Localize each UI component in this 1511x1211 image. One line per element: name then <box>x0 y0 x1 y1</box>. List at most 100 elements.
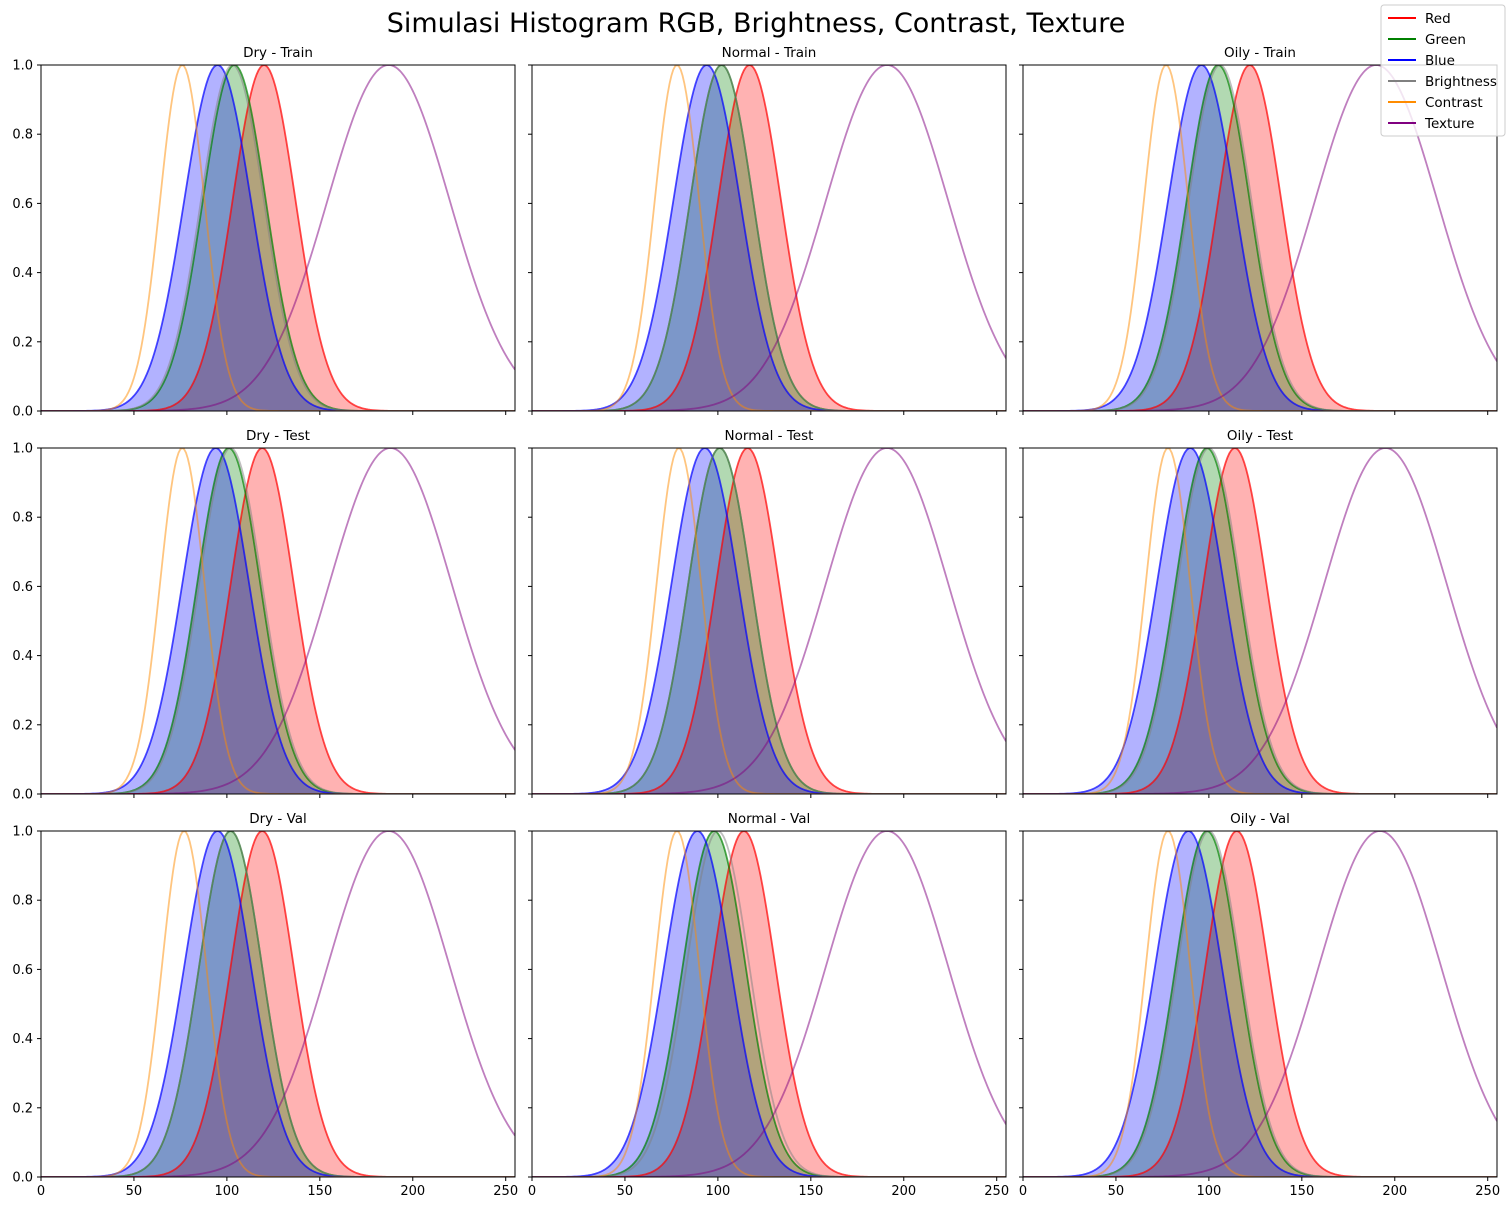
fill-green <box>1023 65 1497 411</box>
y-tick-label: 0.0 <box>12 1171 33 1186</box>
panel-title: Normal - Test <box>725 428 814 444</box>
fill-red <box>532 65 1006 411</box>
fill-green <box>532 448 1006 794</box>
y-tick-label: 0.2 <box>12 1101 33 1116</box>
panel-title: Dry - Val <box>249 811 307 827</box>
axes-frame <box>1022 830 1498 1178</box>
line-blue <box>1023 448 1497 794</box>
line-blue <box>532 831 1006 1177</box>
x-tick-label: 100 <box>214 1184 239 1199</box>
x-tick-label: 100 <box>1196 1184 1221 1199</box>
y-tick-label: 0.6 <box>12 197 33 212</box>
y-tick-label: 0.0 <box>12 405 33 420</box>
fill-green <box>1023 831 1497 1177</box>
fill-red <box>41 65 515 411</box>
fill-red <box>41 831 515 1177</box>
line-blue <box>41 448 515 794</box>
panel-title: Oily - Test <box>1227 428 1293 444</box>
y-tick-label: 0.8 <box>12 128 33 143</box>
x-tick-label: 150 <box>798 1184 823 1199</box>
line-blue <box>1023 65 1497 411</box>
panel-normal-val: Normal - Val 0 50 100 150 200 250 <box>528 811 1009 1199</box>
panel-normal-test: Normal - Test <box>528 428 1007 798</box>
x-tick-label: 200 <box>400 1184 425 1199</box>
x-tick-label: 150 <box>1289 1184 1314 1199</box>
line-brightness <box>532 448 1006 794</box>
fill-red <box>532 448 1006 794</box>
axes-frame <box>531 64 1007 412</box>
fill-green <box>532 65 1006 411</box>
panel-oily-test: Oily - Test <box>1019 428 1498 798</box>
axes-frame <box>1022 64 1498 412</box>
plot-area <box>41 448 515 794</box>
plot-series <box>532 831 1006 1177</box>
x-tick-label: 250 <box>493 1184 518 1199</box>
y-tick-label: 0.8 <box>12 894 33 909</box>
legend: Red Green Blue Brightness Contrast Texture <box>1380 4 1506 137</box>
legend-label-texture: Texture <box>1424 116 1474 132</box>
y-tick-label: 0.6 <box>12 963 33 978</box>
x-tick-label: 250 <box>1475 1184 1500 1199</box>
y-tick-label: 0.4 <box>12 1032 33 1047</box>
x-tick-label: 50 <box>617 1184 634 1199</box>
legend-label-blue: Blue <box>1425 53 1455 69</box>
fill-red <box>1023 65 1497 411</box>
y-tick-label: 0.8 <box>12 511 33 526</box>
x-tick-label: 250 <box>984 1184 1009 1199</box>
panel-dry-train: Dry - Train 0.0 0.2 0.4 0.6 0.8 1.0 <box>12 45 516 420</box>
fill-red <box>1023 448 1497 794</box>
axes-frame <box>1022 447 1498 795</box>
plot-area <box>41 65 515 411</box>
line-blue <box>1023 831 1497 1177</box>
y-tick-label: 1.0 <box>12 59 33 74</box>
panel-title: Oily - Train <box>1224 45 1296 61</box>
plot-area <box>41 831 515 1177</box>
fill-green <box>532 831 1006 1177</box>
panel-oily-val: Oily - Val 0 50 100 150 200 250 <box>1019 811 1500 1199</box>
line-brightness <box>1023 448 1497 794</box>
legend-frame <box>1380 4 1506 137</box>
y-tick-label: 0.6 <box>12 580 33 595</box>
legend-label-green: Green <box>1425 32 1466 48</box>
x-tick-label: 0 <box>1019 1184 1027 1199</box>
y-tick-label: 0.0 <box>12 788 33 803</box>
axes-frame <box>40 830 516 1178</box>
x-tick-label: 200 <box>1382 1184 1407 1199</box>
plot-area <box>1023 831 1497 1177</box>
y-tick-label: 1.0 <box>12 825 33 840</box>
fill-green <box>1023 448 1497 794</box>
plot-area <box>532 831 1006 1177</box>
axes-frame <box>40 64 516 412</box>
panel-title: Normal - Val <box>728 811 811 827</box>
legend-label-contrast: Contrast <box>1425 95 1483 111</box>
legend-label-brightness: Brightness <box>1425 74 1497 90</box>
fill-blue <box>532 448 1006 794</box>
y-tick-label: 0.4 <box>12 266 33 281</box>
axes-frame <box>531 830 1007 1178</box>
fill-blue <box>532 831 1006 1177</box>
line-brightness <box>1023 831 1497 1177</box>
fill-blue <box>1023 65 1497 411</box>
fill-green <box>41 448 515 794</box>
panel-title: Dry - Test <box>246 428 310 444</box>
panel-dry-val: Dry - Val 0.0 0.2 0.4 0.6 0.8 1.0 0 50 100 150 200 2… <box>12 811 518 1199</box>
y-tick-label: 1.0 <box>12 442 33 457</box>
y-tick-label: 0.2 <box>12 718 33 733</box>
x-tick-label: 50 <box>126 1184 143 1199</box>
x-tick-label: 100 <box>705 1184 730 1199</box>
fill-blue <box>1023 831 1497 1177</box>
panel-title: Oily - Val <box>1230 811 1290 827</box>
line-brightness <box>532 831 1006 1177</box>
x-tick-label: 0 <box>37 1184 45 1199</box>
fill-red <box>41 448 515 794</box>
x-tick-label: 150 <box>307 1184 332 1199</box>
legend-label-red: Red <box>1425 11 1451 27</box>
x-tick-label: 50 <box>1108 1184 1125 1199</box>
y-tick-label: 0.2 <box>12 335 33 350</box>
figure-title: Simulasi Histogram RGB, Brightness, Cont… <box>387 8 1126 39</box>
panel-title: Normal - Train <box>722 45 817 61</box>
panel-normal-train: Normal - Train <box>528 45 1007 415</box>
x-tick-label: 0 <box>528 1184 536 1199</box>
